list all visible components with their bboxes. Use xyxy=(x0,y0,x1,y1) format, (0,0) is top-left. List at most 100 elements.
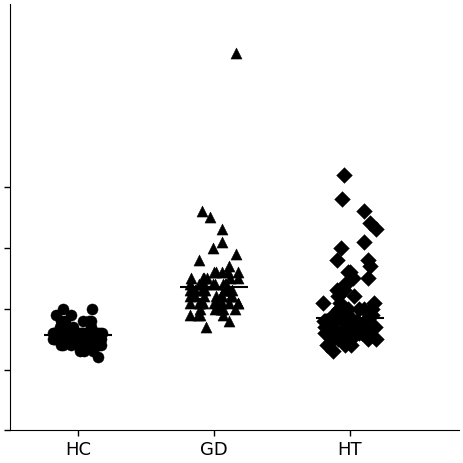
Point xyxy=(364,275,371,282)
Point xyxy=(73,335,81,343)
Point xyxy=(98,335,105,343)
Point xyxy=(344,311,351,319)
Point xyxy=(360,323,367,331)
Point xyxy=(73,335,80,343)
Point xyxy=(62,335,69,343)
Point xyxy=(70,335,77,343)
Point xyxy=(338,244,345,251)
Point xyxy=(344,317,352,325)
Point xyxy=(321,329,329,337)
Point xyxy=(61,335,68,343)
Point xyxy=(337,311,344,319)
Point xyxy=(232,250,239,257)
Point xyxy=(324,317,332,325)
Point xyxy=(342,329,349,337)
Point xyxy=(332,329,340,337)
Point xyxy=(347,269,354,276)
Point xyxy=(212,281,219,288)
Point xyxy=(57,342,65,349)
Point xyxy=(77,335,85,343)
Point xyxy=(50,329,57,337)
Point xyxy=(334,335,342,343)
Point xyxy=(349,275,357,282)
Point xyxy=(210,269,218,276)
Point xyxy=(97,329,104,337)
Point xyxy=(207,213,214,221)
Point xyxy=(336,305,343,313)
Point xyxy=(364,335,371,343)
Point xyxy=(357,323,364,331)
Point xyxy=(58,317,65,325)
Point xyxy=(356,329,363,337)
Point xyxy=(344,305,352,313)
Point xyxy=(54,329,61,337)
Point xyxy=(203,275,210,282)
Point xyxy=(347,342,355,349)
Point xyxy=(189,287,197,294)
Point xyxy=(225,299,232,306)
Point xyxy=(191,287,199,294)
Point xyxy=(366,263,373,270)
Point xyxy=(68,311,75,319)
Point xyxy=(78,329,85,337)
Point xyxy=(353,317,361,325)
Point xyxy=(360,238,367,245)
Point xyxy=(51,335,58,343)
Point xyxy=(323,329,331,337)
Point xyxy=(51,335,58,343)
Point xyxy=(219,281,227,288)
Point xyxy=(88,323,95,331)
Point xyxy=(218,305,225,313)
Point xyxy=(92,342,100,349)
Point xyxy=(81,348,88,355)
Point xyxy=(227,293,235,300)
Point xyxy=(200,293,207,300)
Point xyxy=(343,329,350,337)
Point xyxy=(195,256,203,263)
Point xyxy=(200,275,208,282)
Point xyxy=(75,342,82,349)
Point xyxy=(81,335,88,343)
Point xyxy=(88,342,96,349)
Point xyxy=(60,323,67,331)
Point xyxy=(334,256,341,263)
Point xyxy=(219,226,226,233)
Point xyxy=(319,299,327,306)
Point xyxy=(93,329,100,337)
Point xyxy=(217,293,225,300)
Point xyxy=(373,335,380,343)
Point xyxy=(59,329,66,337)
Point xyxy=(341,323,349,331)
Point xyxy=(337,299,344,306)
Point xyxy=(323,342,331,349)
Point xyxy=(232,305,239,313)
Point xyxy=(222,281,229,288)
Point xyxy=(62,317,69,325)
Point xyxy=(80,317,87,325)
Point xyxy=(87,335,94,343)
Point xyxy=(228,293,235,300)
Point xyxy=(202,323,210,331)
Point xyxy=(324,317,331,325)
Point xyxy=(227,293,235,300)
Point xyxy=(340,171,348,178)
Point xyxy=(209,281,216,288)
Point xyxy=(69,323,76,331)
Point xyxy=(71,335,79,343)
Point xyxy=(186,293,194,300)
Point xyxy=(50,329,58,337)
Point xyxy=(224,287,232,294)
Point xyxy=(335,329,342,337)
Point xyxy=(221,287,228,294)
Point xyxy=(356,305,363,313)
Point xyxy=(195,281,203,288)
Point xyxy=(81,335,88,343)
Point xyxy=(226,275,234,282)
Point xyxy=(187,287,194,294)
Point xyxy=(194,311,202,319)
Point xyxy=(324,329,331,337)
Point xyxy=(338,195,346,203)
Point xyxy=(335,305,343,313)
Point xyxy=(54,329,62,337)
Point xyxy=(338,335,346,343)
